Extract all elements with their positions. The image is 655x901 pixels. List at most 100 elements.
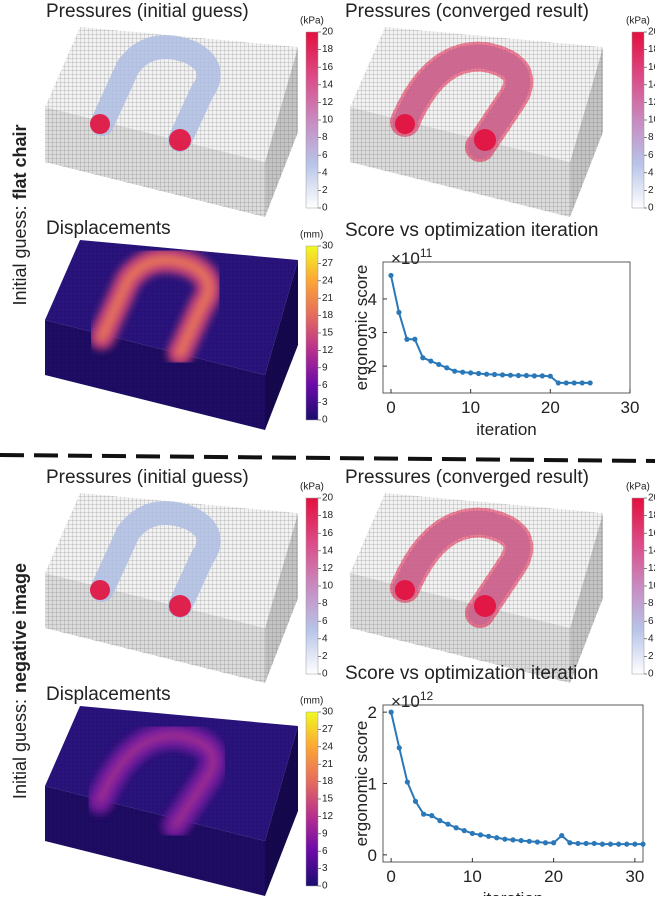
colorbar-tick-label: 9 xyxy=(322,362,328,373)
score-point xyxy=(460,369,466,375)
colorbar-tick-label: 9 xyxy=(322,828,328,839)
colorbar-tick-label: 8 xyxy=(322,132,328,143)
score-point xyxy=(624,841,630,847)
mesh xyxy=(350,493,603,628)
colorbar-tick-label: 4 xyxy=(648,633,654,644)
colorbar-unit: (mm) xyxy=(300,696,323,707)
colorbar-tick-label: 14 xyxy=(322,79,334,90)
pressure-hotspot xyxy=(169,595,191,617)
colorbar-tick-label: 4 xyxy=(322,167,328,178)
score-point xyxy=(453,825,459,831)
mesh xyxy=(265,726,298,896)
panel-title: Pressures (initial guess) xyxy=(46,467,249,488)
colorbar-tick-label: 14 xyxy=(648,545,655,556)
mesh xyxy=(45,27,298,162)
mesh xyxy=(265,260,298,430)
y-scale-base: ×10 xyxy=(391,692,420,711)
score-point xyxy=(539,373,545,379)
cushion-render xyxy=(45,27,298,217)
pressure-hotspot xyxy=(90,114,110,134)
mesh xyxy=(570,47,603,217)
row-label: Initial guess: negative image xyxy=(10,563,30,799)
pressure-edge xyxy=(390,41,534,162)
colorbar-tick-label: 6 xyxy=(322,846,328,857)
score-point xyxy=(444,365,450,371)
y-scale-exponent: 12 xyxy=(420,689,434,703)
score-point xyxy=(555,380,561,386)
score-point xyxy=(491,371,498,378)
score-point xyxy=(640,841,646,847)
mesh xyxy=(265,513,298,683)
score-point xyxy=(632,841,638,847)
score-point xyxy=(420,355,426,361)
score-point xyxy=(412,798,419,804)
score-point xyxy=(563,380,569,386)
cushion-render xyxy=(45,706,298,896)
score-point xyxy=(575,840,581,847)
mesh xyxy=(45,240,298,375)
colorbar-tick-label: 8 xyxy=(648,598,654,609)
mesh xyxy=(350,27,603,162)
colorbar-tick-label: 8 xyxy=(648,132,654,143)
panel-title: Displacements xyxy=(46,684,171,705)
colorbar-tick-label: 12 xyxy=(322,97,334,108)
colorbar-tick-label: 0 xyxy=(322,669,328,680)
colorbar-tick-label: 30 xyxy=(322,707,334,718)
colorbar-tick-label: 20 xyxy=(648,27,655,38)
row-divider xyxy=(0,453,655,463)
y-tick-label: 2 xyxy=(368,357,377,376)
score-point xyxy=(476,370,482,377)
y-tick-label: 2 xyxy=(368,703,377,722)
colorbar-tick-label: 0 xyxy=(322,415,328,426)
colorbar xyxy=(305,497,319,675)
colorbar-tick-label: 3 xyxy=(322,863,328,874)
score-point xyxy=(404,336,410,342)
displacement-core xyxy=(97,255,214,358)
score-point xyxy=(388,272,394,279)
x-tick-label: 20 xyxy=(541,398,560,417)
row-label-prefix: Initial guess: xyxy=(10,699,30,799)
colorbar-tick-label: 27 xyxy=(322,724,334,735)
colorbar-tick-label: 18 xyxy=(322,310,334,321)
y-tick-label: 0 xyxy=(368,846,377,865)
y-tick-label: 4 xyxy=(368,290,377,309)
cushion-render xyxy=(350,493,603,683)
score-point xyxy=(396,309,402,315)
colorbar-tick-label: 10 xyxy=(322,581,334,592)
score-point xyxy=(469,830,475,837)
x-tick-label: 20 xyxy=(544,867,563,886)
colorbar-unit: (kPa) xyxy=(626,16,650,27)
pressure-hotspot xyxy=(395,580,415,600)
colorbar-tick-label: 3 xyxy=(322,397,328,408)
colorbar-tick-label: 20 xyxy=(322,493,334,504)
colorbar-tick-label: 10 xyxy=(648,581,655,592)
pressure-hotspot xyxy=(474,595,496,617)
score-point xyxy=(437,818,443,824)
row-label: Initial guess: flat chair xyxy=(10,124,30,305)
score-point xyxy=(551,840,557,846)
colorbar-tick-label: 2 xyxy=(322,185,328,196)
x-tick-label: 10 xyxy=(463,867,482,886)
score-point xyxy=(421,811,427,817)
score-point xyxy=(515,372,522,379)
cushion-render xyxy=(350,27,603,217)
colorbar-tick-label: 12 xyxy=(322,563,334,574)
score-point xyxy=(599,841,605,847)
colorbar-tick-label: 16 xyxy=(648,62,655,73)
x-axis-label: iteration xyxy=(476,420,536,439)
plot-frame xyxy=(382,261,631,394)
score-point xyxy=(534,839,540,845)
score-line xyxy=(389,275,591,384)
panel-title: Pressures (initial guess) xyxy=(46,1,249,22)
colorbar-tick-label: 2 xyxy=(648,651,654,662)
y-scale-exponent: 11 xyxy=(420,246,433,260)
colorbar-tick-label: 14 xyxy=(648,79,655,90)
x-tick-label: 30 xyxy=(621,398,640,417)
score-point xyxy=(477,832,484,838)
score-point xyxy=(412,336,418,342)
x-tick-label: 30 xyxy=(625,867,644,886)
score-point xyxy=(531,373,537,379)
colorbar-tick-label: 12 xyxy=(322,345,334,356)
colorbar-tick-label: 18 xyxy=(322,776,334,787)
